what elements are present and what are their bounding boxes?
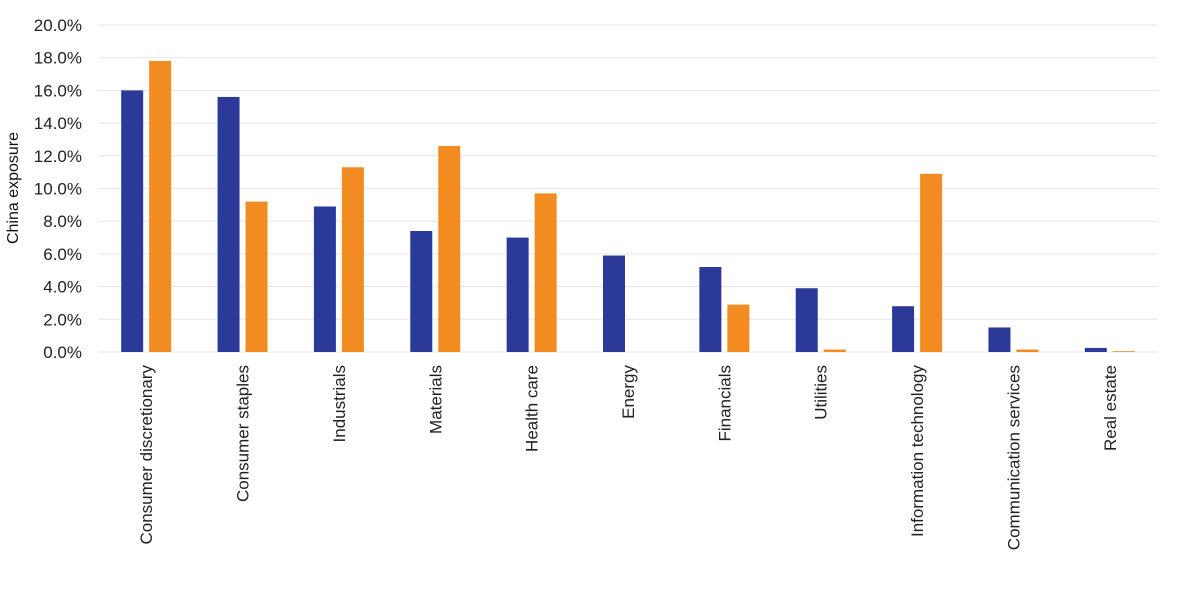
bar-series-2 <box>341 167 364 352</box>
bar-series-1 <box>121 90 144 353</box>
x-category-label: Consumer discretionary <box>137 365 156 545</box>
x-category-label: Communication services <box>1004 365 1023 550</box>
y-tick-label: 12.0% <box>34 147 82 166</box>
y-tick-label: 10.0% <box>34 180 82 199</box>
bar-series-1 <box>313 206 336 352</box>
bar-series-1 <box>603 255 625 352</box>
bar-series-1 <box>1084 347 1107 352</box>
x-category-label: Consumer staples <box>234 365 253 502</box>
bar-series-1 <box>410 231 433 352</box>
bar-series-1 <box>699 266 722 352</box>
y-axis-ticks: 0.0% 2.0% 4.0% 6.0% 8.0% 10.0% 12.0% 14.0% 16.0%… <box>34 16 82 362</box>
x-category-label: Information technology <box>908 365 927 537</box>
y-axis-title: China exposure <box>5 132 22 244</box>
x-category-label: Industrials <box>330 365 349 442</box>
category-labels: Consumer discretionary Consumer staples In… <box>137 365 1120 551</box>
x-category-label: Real estate <box>1101 365 1120 451</box>
bar-series-1 <box>506 237 529 352</box>
bar-series-2 <box>245 201 268 352</box>
bar-series-2 <box>149 60 172 352</box>
bar-series-2 <box>727 304 750 352</box>
gridlines <box>98 24 1158 353</box>
x-category-label: Utilities <box>812 365 831 420</box>
y-tick-label: 16.0% <box>34 81 82 100</box>
y-tick-label: 2.0% <box>43 310 82 329</box>
bar-series-1 <box>988 327 1011 352</box>
bar-series-2 <box>1016 349 1039 352</box>
bar-series-1 <box>217 96 240 352</box>
y-tick-label: 20.0% <box>34 16 82 35</box>
y-tick-label: 6.0% <box>43 245 82 264</box>
bar-series-1 <box>795 288 818 352</box>
x-category-label: Health care <box>523 365 542 452</box>
bar-series-2 <box>438 145 461 352</box>
y-tick-label: 4.0% <box>43 278 82 297</box>
y-tick-label: 8.0% <box>43 212 82 231</box>
y-tick-label: 18.0% <box>34 49 82 68</box>
bar-series-2 <box>920 173 943 352</box>
x-category-label: Financials <box>715 365 734 442</box>
bar-series-1 <box>892 306 915 352</box>
bar-series-2 <box>823 349 846 352</box>
bar-series-2 <box>1112 351 1135 352</box>
bars <box>121 60 1135 353</box>
y-tick-label: 14.0% <box>34 114 82 133</box>
x-category-label: Materials <box>426 365 445 434</box>
bar-series-2 <box>534 193 557 352</box>
x-category-label: Energy <box>619 365 638 419</box>
y-tick-label: 0.0% <box>43 343 82 362</box>
